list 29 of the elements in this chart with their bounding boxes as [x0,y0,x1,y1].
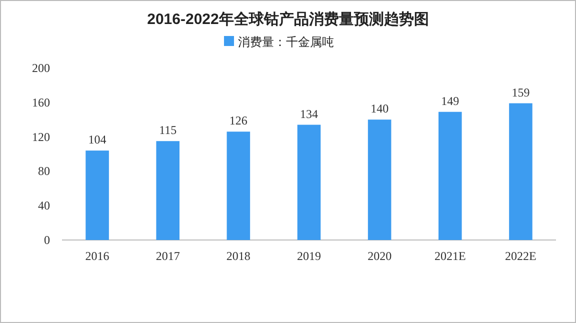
x-tick-label: 2022E [505,249,536,263]
y-tick-label: 80 [38,164,50,178]
bar [226,132,250,240]
x-tick-label: 2016 [85,249,110,263]
y-tick-label: 120 [32,130,50,144]
x-tick-label: 2021E [434,249,466,263]
bar [438,112,462,240]
data-label: 104 [88,132,106,147]
x-tick-label: 2020 [368,249,392,263]
x-tick-label: 2017 [156,249,180,263]
bar [509,103,532,240]
y-tick-label: 160 [32,95,50,110]
legend-label: 消费量：千金属吨 [238,35,334,49]
y-tick-label: 200 [32,61,50,75]
data-label: 140 [370,102,389,116]
data-label: 126 [229,114,248,128]
y-tick-label: 0 [44,233,50,247]
bar [156,141,180,240]
data-label: 115 [159,123,177,138]
data-label: 134 [300,106,318,121]
data-label: 159 [512,85,530,100]
x-tick-label: 2018 [226,249,250,263]
bar [86,150,109,240]
y-tick-label: 40 [38,198,50,213]
chart-title: 2016-2022年全球钴产品消费量预测趋势图 [147,11,429,28]
data-label: 149 [441,94,460,108]
x-tick-label: 2019 [297,249,321,263]
bar [297,124,321,240]
bar [368,120,392,240]
